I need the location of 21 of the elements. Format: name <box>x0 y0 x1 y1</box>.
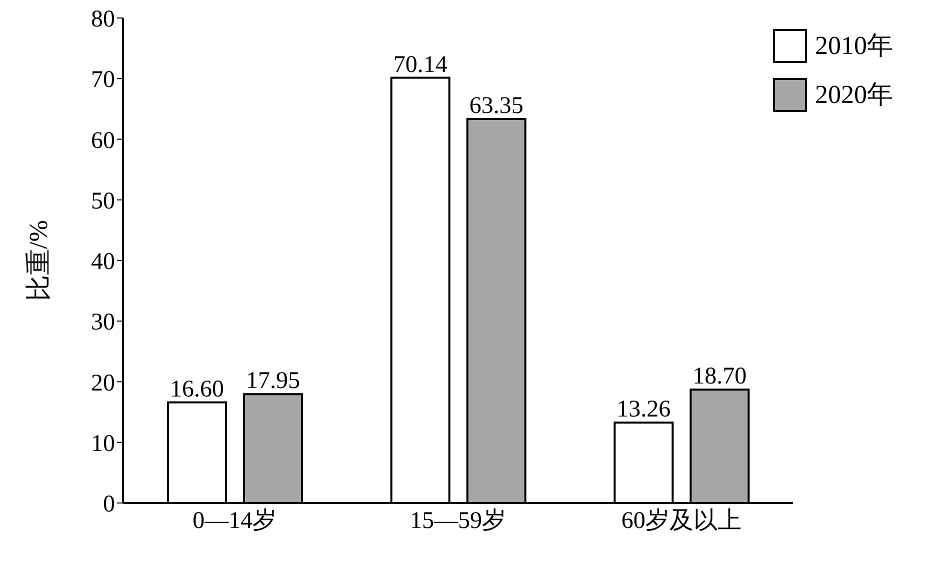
text: 63.35 <box>469 92 524 119</box>
y-tick-label: 10 <box>91 430 115 457</box>
text: 17.95 <box>246 368 300 394</box>
y-tick-label: 20 <box>91 370 115 396</box>
text: 13.26 <box>616 396 671 423</box>
y-tick-label: 30 <box>91 310 115 336</box>
x-tick-label: 0—14岁 <box>192 508 277 534</box>
y-tick-label: 50 <box>91 188 115 214</box>
y-tick-label: 0 <box>103 492 115 518</box>
legend-label: 2010年 <box>815 30 893 62</box>
x-tick-label: 15—59岁 <box>410 508 506 534</box>
y-tick-label: 40 <box>91 249 115 276</box>
y-tick-label: 60 <box>91 128 115 154</box>
text: 16.60 <box>170 376 224 402</box>
text: 70.14 <box>393 52 448 78</box>
y-axis-title: 比重/% <box>24 220 54 301</box>
y-tick-label: 70 <box>91 67 115 94</box>
x-tick-label: 60岁及以上 <box>621 508 742 534</box>
legend-label: 2020年 <box>815 79 893 111</box>
text: 18.70 <box>692 364 747 390</box>
y-tick-label: 80 <box>91 6 115 33</box>
